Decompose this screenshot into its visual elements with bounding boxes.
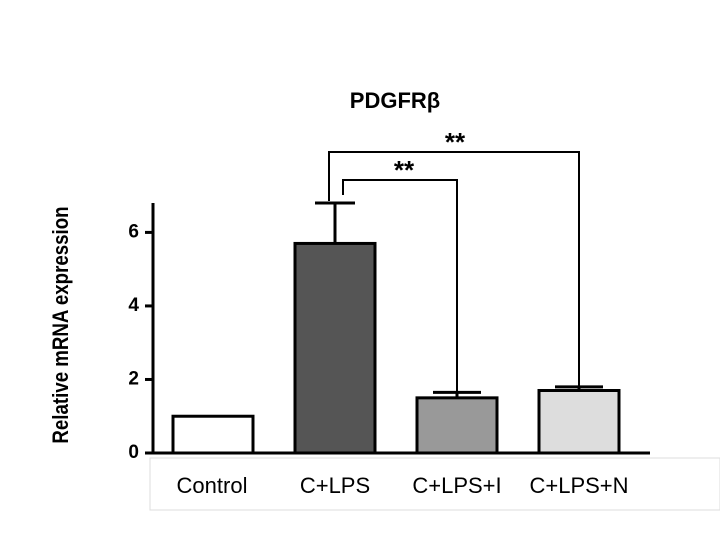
y-tick-label: 0 bbox=[128, 442, 139, 463]
bar bbox=[415, 396, 499, 455]
significance-label: ** bbox=[445, 127, 466, 157]
x-tick-label: C+LPS bbox=[300, 473, 370, 498]
bar bbox=[171, 414, 255, 455]
y-tick-label: 6 bbox=[128, 221, 139, 242]
chart-title: PDGFRβ bbox=[350, 88, 440, 113]
x-tick-label: C+LPS+I bbox=[412, 473, 501, 498]
y-tick-label: 4 bbox=[128, 295, 139, 316]
significance-label: ** bbox=[394, 155, 415, 185]
bar bbox=[293, 241, 377, 455]
bar bbox=[537, 389, 621, 455]
significance-bracket bbox=[342, 179, 458, 393]
y-axis-label: Relative mRNA expression bbox=[49, 206, 73, 443]
y-tick-label: 2 bbox=[128, 368, 139, 389]
significance-bracket bbox=[328, 151, 580, 387]
x-tick-label: Control bbox=[177, 473, 248, 498]
label-box bbox=[149, 457, 720, 511]
x-tick-label: C+LPS+N bbox=[529, 473, 628, 498]
